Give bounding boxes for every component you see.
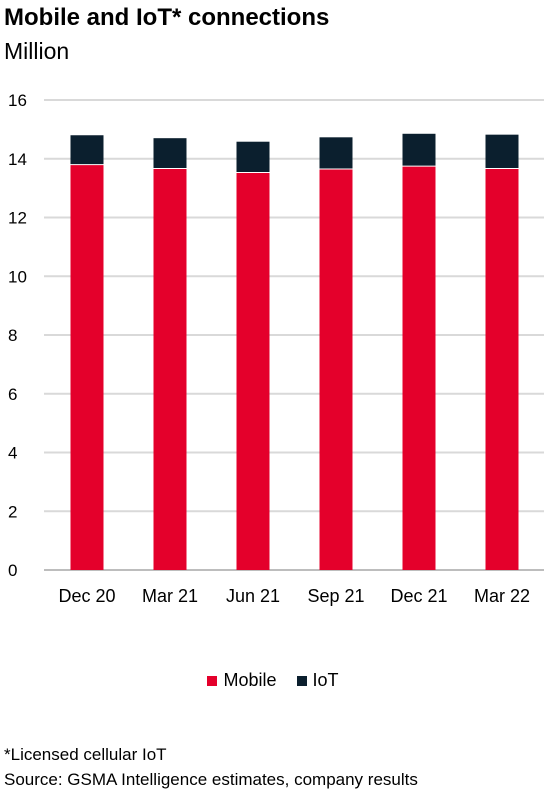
bar-iot-jun-21: [236, 141, 270, 173]
footnote: *Licensed cellular IoT: [4, 745, 167, 764]
x-tick-label: Jun 21: [226, 586, 280, 606]
chart-title: Mobile and IoT* connections: [4, 4, 330, 31]
gridlines: [44, 99, 544, 571]
bar-mobile-jun-21: [236, 172, 270, 570]
y-axis-ticks: 0 2 4 6 8 10 12 14 16: [8, 91, 27, 580]
y-tick-label: 6: [8, 385, 17, 404]
x-axis-ticks: Dec 20 Mar 21 Jun 21 Sep 21 Dec 21 Mar 22: [58, 586, 530, 606]
legend-swatch-iot: [296, 675, 307, 686]
bar-iot-dec-20: [70, 135, 104, 165]
bar-iot-dec-21: [402, 133, 436, 167]
bars: [70, 133, 519, 570]
bar-mobile-mar-22: [485, 168, 519, 570]
y-tick-label: 2: [8, 502, 17, 521]
bar-mobile-sep-21: [319, 169, 353, 570]
x-tick-label: Sep 21: [307, 586, 364, 606]
legend-item-iot: IoT: [296, 670, 339, 691]
y-tick-label: 0: [8, 561, 17, 580]
legend-label-iot: IoT: [312, 670, 339, 690]
bar-mobile-dec-20: [70, 164, 104, 570]
y-tick-label: 4: [8, 444, 17, 463]
bar-mobile-mar-21: [153, 168, 187, 570]
y-tick-label: 12: [8, 209, 27, 228]
bar-iot-mar-21: [153, 138, 187, 169]
legend: Mobile IoT: [0, 670, 546, 691]
y-tick-label: 16: [8, 91, 27, 110]
legend-swatch-mobile: [207, 675, 218, 686]
source-note: Source: GSMA Intelligence estimates, com…: [4, 770, 418, 789]
legend-label-mobile: Mobile: [223, 670, 277, 690]
bar-mobile-dec-21: [402, 166, 436, 570]
y-tick-label: 14: [8, 150, 27, 169]
x-tick-label: Dec 21: [390, 586, 447, 606]
legend-item-mobile: Mobile: [207, 670, 277, 691]
y-tick-label: 8: [8, 326, 17, 345]
x-tick-label: Mar 21: [142, 586, 198, 606]
x-tick-label: Dec 20: [58, 586, 115, 606]
bar-iot-sep-21: [319, 137, 353, 170]
x-tick-label: Mar 22: [474, 586, 530, 606]
bar-iot-mar-22: [485, 134, 519, 169]
chart-subtitle: Million: [4, 38, 70, 64]
y-tick-label: 10: [8, 267, 27, 286]
